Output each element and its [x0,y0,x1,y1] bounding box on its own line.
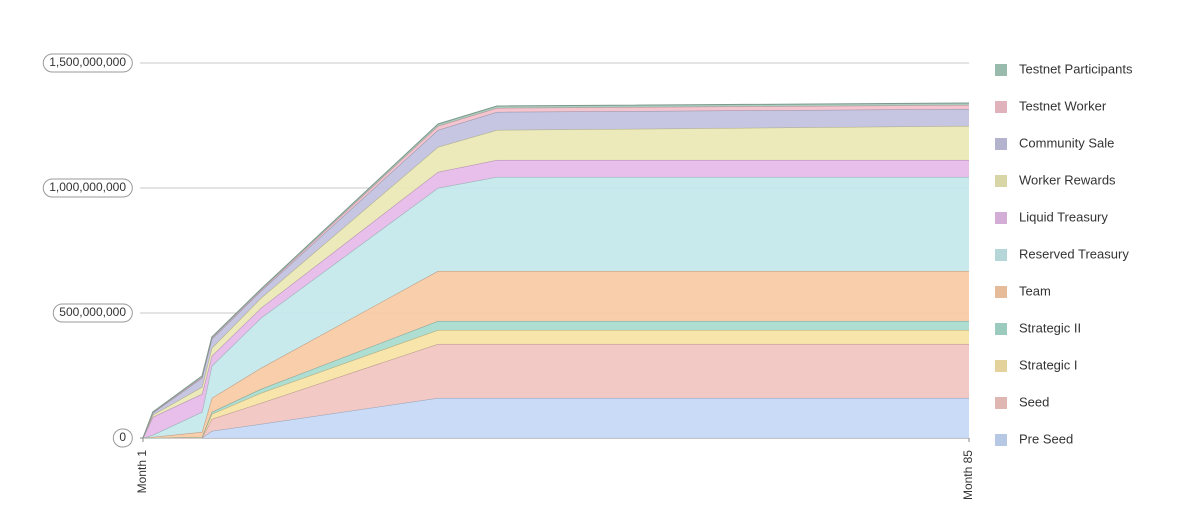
legend-label: Strategic II [1019,320,1081,335]
legend-label: Community Sale [1019,135,1114,150]
x-tick-label: Month 1 [135,450,149,494]
areas [142,102,970,439]
legend-label: Pre Seed [1019,431,1073,446]
legend-swatch [995,212,1007,224]
legend-label: Seed [1019,394,1049,409]
area [143,344,969,438]
x-tick-label: Month 85 [961,450,975,500]
legend-label: Team [1019,283,1051,298]
legend-swatch [995,286,1007,298]
y-tick-label: 0 [119,430,126,444]
legend-swatch [995,323,1007,335]
area [143,398,969,438]
legend-label: Liquid Treasury [1019,209,1108,224]
area-edge [142,102,970,439]
area [143,177,969,438]
legend-label: Testnet Participants [1019,61,1133,76]
y-tick-label: 1,500,000,000 [49,55,126,69]
area [143,271,969,438]
y-tick-label: 1,000,000,000 [49,180,126,194]
axes: 0 500,000,000 1,000,000,000 1,500,000,000 Mo… [42,53,975,500]
area [143,330,969,438]
y-tick-pill [42,178,133,198]
y-tick-label: 500,000,000 [59,305,126,319]
legend-swatch [995,138,1007,150]
y-tick-pill [52,303,133,323]
legend-swatch [995,434,1007,446]
legend-swatch [995,360,1007,372]
legend-swatch [995,64,1007,76]
legend-swatch [995,249,1007,261]
legend-label: Strategic I [1019,357,1078,372]
y-tick-pill [42,53,133,73]
y-tick-pill [112,428,133,448]
area [143,126,969,438]
legend-swatch [995,175,1007,187]
legend-swatch [995,101,1007,113]
legend-swatch [995,397,1007,409]
legend-label: Testnet Worker [1019,98,1107,113]
legend-label: Worker Rewards [1019,172,1116,187]
legend-label: Reserved Treasury [1019,246,1129,261]
